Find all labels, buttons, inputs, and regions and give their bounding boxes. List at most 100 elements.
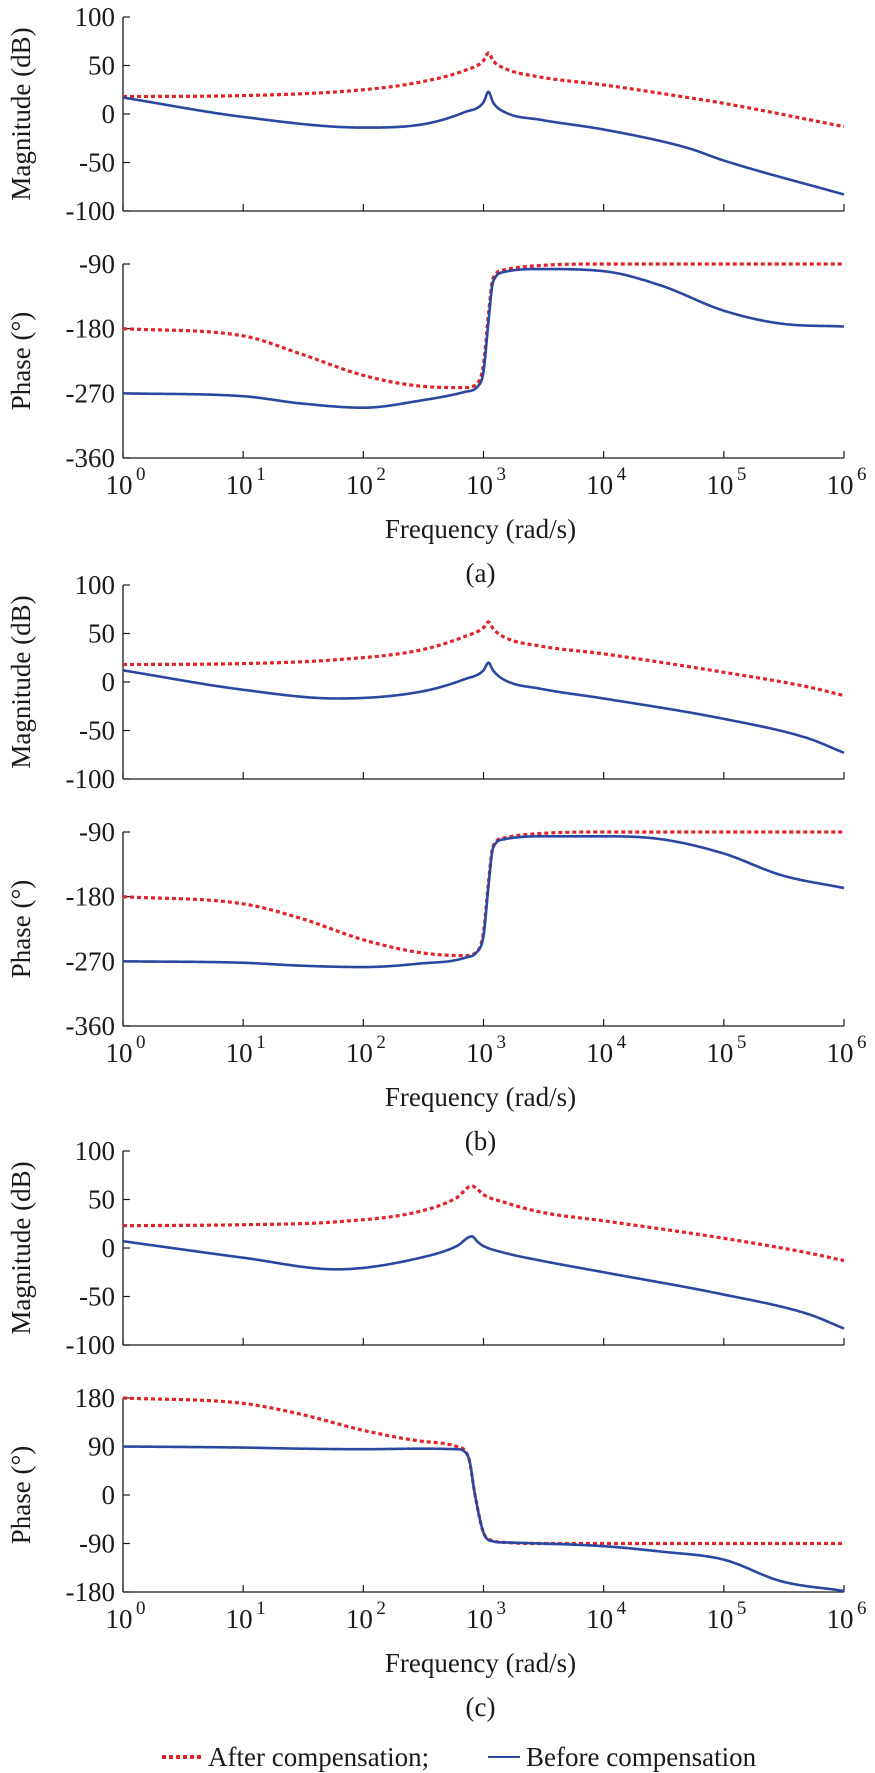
y-tick-label: 0 — [102, 1233, 116, 1263]
x-tick-exponent: 1 — [256, 464, 266, 485]
x-tick-exponent: 5 — [737, 464, 747, 485]
y-tick-label: -180 — [66, 1577, 116, 1607]
y-tick-label: -90 — [79, 817, 115, 847]
magnitude-axes: 100 50 0 -50 -100 Magnitude (dB) — [6, 570, 845, 794]
x-tick-label: 10 — [346, 1604, 373, 1634]
y-axis-label: Magnitude (dB) — [6, 595, 36, 768]
y-tick-label: -100 — [66, 1330, 116, 1360]
panel-caption: (a) — [466, 558, 496, 588]
before-compensation-magnitude-line — [122, 661, 845, 755]
legend-before-label: Before compensation — [526, 1742, 757, 1772]
y-tick-label: -100 — [66, 764, 116, 794]
y-tick-label: -360 — [66, 443, 116, 473]
before-compensation-phase-line — [122, 267, 845, 410]
panel-caption: (c) — [466, 1692, 496, 1722]
y-tick-label: -50 — [79, 1282, 115, 1312]
after-compensation-magnitude-line — [122, 620, 845, 698]
y-tick-label: 100 — [75, 570, 116, 600]
x-tick-exponent: 4 — [617, 1032, 627, 1053]
x-tick-label: 10 — [106, 470, 133, 500]
y-axis-label: Phase (°) — [6, 880, 36, 979]
y-tick-label: 0 — [102, 99, 116, 129]
y-tick-label: -360 — [66, 1011, 116, 1041]
x-tick-exponent: 3 — [497, 1598, 507, 1619]
x-axis-label: Frequency (rad/s) — [385, 1648, 576, 1678]
after-compensation-magnitude-line — [122, 51, 845, 129]
y-tick-label: -270 — [66, 378, 116, 408]
y-tick-label: 50 — [88, 51, 115, 81]
x-tick-exponent: 2 — [376, 1598, 386, 1619]
panel-caption: (b) — [465, 1126, 496, 1156]
after-compensation-phase-line — [122, 830, 845, 958]
y-tick-label: -270 — [66, 946, 116, 976]
x-tick-exponent: 0 — [136, 1032, 146, 1053]
x-tick-exponent: 4 — [617, 464, 627, 485]
x-axis-label: Frequency (rad/s) — [385, 514, 576, 544]
before-compensation-phase-line — [122, 1445, 845, 1593]
before-compensation-magnitude-line — [122, 90, 845, 196]
y-tick-label: 50 — [88, 619, 115, 649]
legend-after-label: After compensation; — [208, 1742, 429, 1772]
x-tick-label: 10 — [827, 1604, 854, 1634]
x-tick-label: 10 — [226, 1604, 253, 1634]
x-tick-exponent: 1 — [256, 1032, 266, 1053]
x-tick-label: 10 — [466, 470, 493, 500]
x-tick-exponent: 6 — [857, 1032, 867, 1053]
x-tick-label: 10 — [106, 1604, 133, 1634]
x-tick-label: 10 — [827, 1038, 854, 1068]
y-tick-label: -50 — [79, 716, 115, 746]
y-tick-label: 100 — [75, 1136, 116, 1166]
x-tick-label: 10 — [586, 470, 613, 500]
y-tick-label: -180 — [66, 314, 116, 344]
x-tick-exponent: 2 — [376, 1032, 386, 1053]
y-tick-label: 100 — [75, 2, 116, 32]
y-tick-label: 50 — [88, 1185, 115, 1215]
y-tick-label: -180 — [66, 882, 116, 912]
x-tick-exponent: 1 — [256, 1598, 266, 1619]
x-tick-label: 10 — [827, 470, 854, 500]
x-tick-label: 10 — [706, 1038, 733, 1068]
x-tick-exponent: 6 — [857, 464, 867, 485]
y-axis-label: Magnitude (dB) — [6, 27, 36, 200]
y-tick-label: -90 — [79, 1529, 115, 1559]
magnitude-axes: 100 50 0 -50 -100 Magnitude (dB) — [6, 1136, 845, 1360]
x-tick-label: 10 — [586, 1038, 613, 1068]
x-tick-label: 10 — [346, 1038, 373, 1068]
x-tick-exponent: 3 — [497, 464, 507, 485]
y-tick-label: 0 — [102, 667, 116, 697]
x-tick-label: 10 — [226, 470, 253, 500]
x-tick-exponent: 3 — [497, 1032, 507, 1053]
y-tick-label: -50 — [79, 148, 115, 178]
y-axis-label: Phase (°) — [6, 312, 36, 411]
x-tick-exponent: 6 — [857, 1598, 867, 1619]
y-tick-label: 90 — [88, 1432, 115, 1462]
x-tick-label: 10 — [706, 1604, 733, 1634]
x-tick-exponent: 0 — [136, 1598, 146, 1619]
y-tick-label: 180 — [75, 1383, 116, 1413]
x-tick-exponent: 5 — [737, 1032, 747, 1053]
x-tick-label: 10 — [586, 1604, 613, 1634]
after-compensation-magnitude-line — [122, 1184, 845, 1263]
x-tick-label: 10 — [346, 470, 373, 500]
x-tick-label: 10 — [226, 1038, 253, 1068]
y-tick-label: 0 — [102, 1480, 116, 1510]
after-compensation-phase-line — [122, 262, 845, 390]
before-compensation-phase-line — [122, 835, 845, 969]
x-axis-label: Frequency (rad/s) — [385, 1082, 576, 1112]
x-tick-label: 10 — [106, 1038, 133, 1068]
x-tick-label: 10 — [466, 1604, 493, 1634]
x-tick-label: 10 — [466, 1038, 493, 1068]
magnitude-axes: 100 50 0 -50 -100 Magnitude (dB) — [6, 2, 845, 226]
before-compensation-magnitude-line — [122, 1235, 845, 1330]
y-axis-label: Phase (°) — [6, 1446, 36, 1545]
y-axis-label: Magnitude (dB) — [6, 1161, 36, 1334]
x-tick-exponent: 0 — [136, 464, 146, 485]
